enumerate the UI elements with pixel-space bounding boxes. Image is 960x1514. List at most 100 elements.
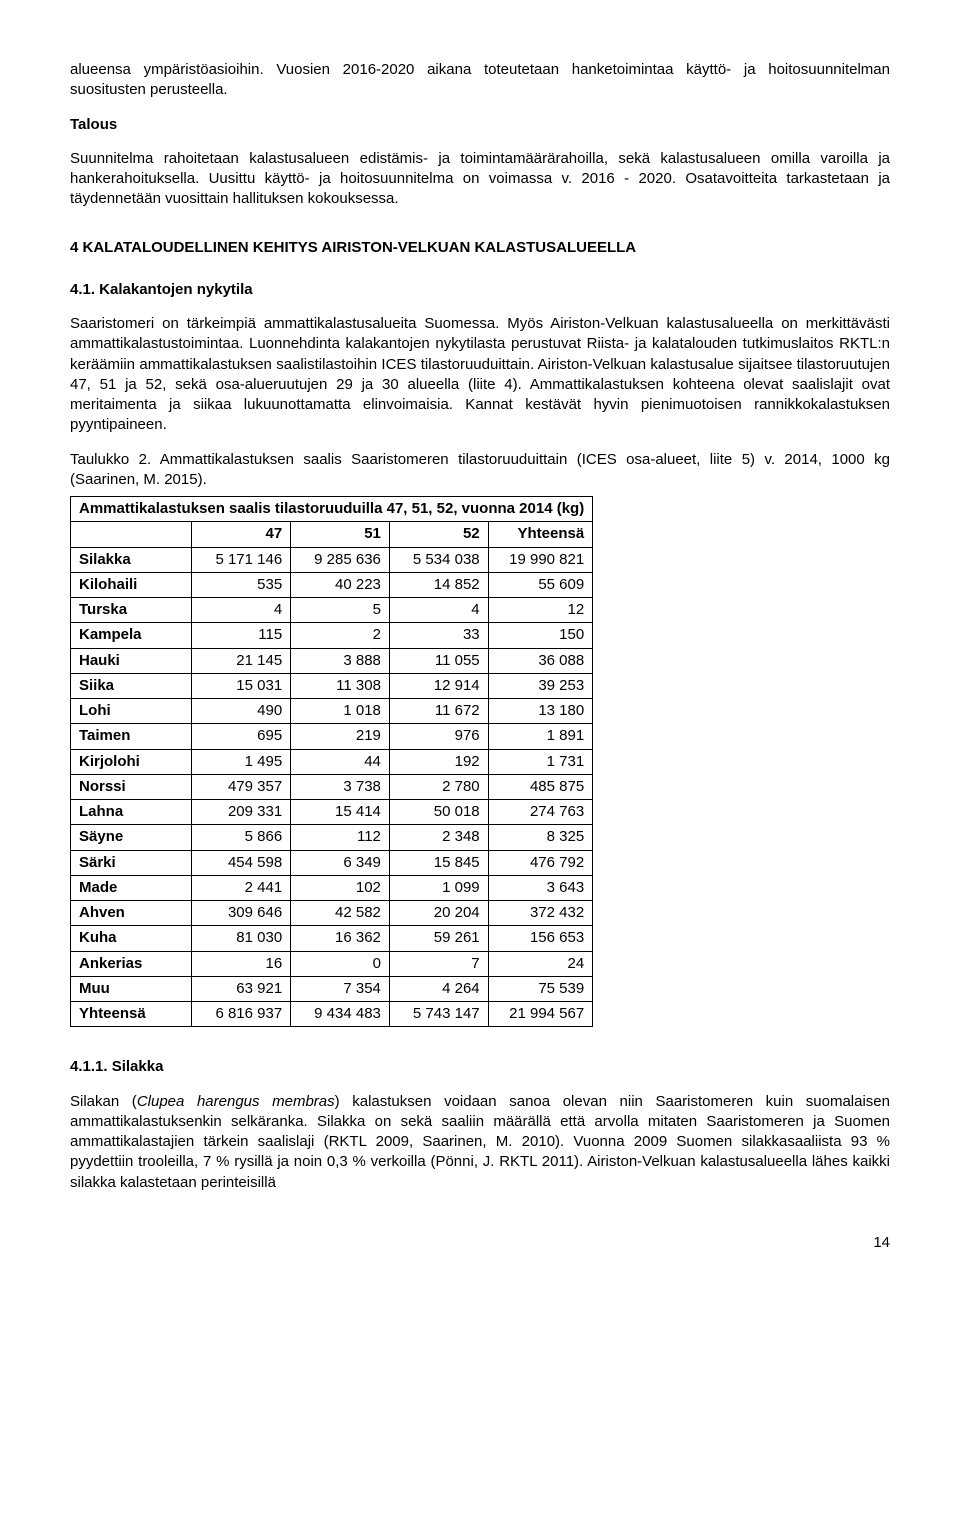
table-cell: 0 (291, 951, 390, 976)
table-cell: 3 643 (488, 875, 593, 900)
table-row-label: Made (71, 875, 192, 900)
table-row-label: Säyne (71, 825, 192, 850)
table-header-row: 47 51 52 Yhteensä (71, 522, 593, 547)
table-cell: 6 816 937 (192, 1002, 291, 1027)
table-row: Turska45412 (71, 598, 593, 623)
table-cell: 2 (291, 623, 390, 648)
table-cell: 5 171 146 (192, 547, 291, 572)
table-cell: 20 204 (389, 901, 488, 926)
table-cell: 490 (192, 699, 291, 724)
table-cell: 21 145 (192, 648, 291, 673)
table-row: Made2 4411021 0993 643 (71, 875, 593, 900)
table-cell: 5 866 (192, 825, 291, 850)
table-row-label: Turska (71, 598, 192, 623)
table-row: Muu63 9217 3544 26475 539 (71, 976, 593, 1001)
table-cell: 75 539 (488, 976, 593, 1001)
table-cell: 9 434 483 (291, 1002, 390, 1027)
paragraph-table-caption: Taulukko 2. Ammattikalastuksen saalis Sa… (70, 450, 890, 491)
table-cell: 476 792 (488, 850, 593, 875)
paragraph-silakka: Silakan (Clupea harengus membras) kalast… (70, 1092, 890, 1193)
table-cell: 33 (389, 623, 488, 648)
table-cell: 50 018 (389, 800, 488, 825)
table-cell: 11 672 (389, 699, 488, 724)
table-cell: 219 (291, 724, 390, 749)
table-cell: 4 (192, 598, 291, 623)
table-cell: 209 331 (192, 800, 291, 825)
table-row: Lahna209 33115 41450 018274 763 (71, 800, 593, 825)
table-cell: 1 891 (488, 724, 593, 749)
table-row: Norssi479 3573 7382 780485 875 (71, 774, 593, 799)
table-row-label: Kirjolohi (71, 749, 192, 774)
table-cell: 15 414 (291, 800, 390, 825)
paragraph-intro: alueensa ympäristöasioihin. Vuosien 2016… (70, 60, 890, 101)
table-cell: 2 441 (192, 875, 291, 900)
table-cell: 15 031 (192, 673, 291, 698)
table-cell: 36 088 (488, 648, 593, 673)
table-cell: 9 285 636 (291, 547, 390, 572)
table-row: Kirjolohi1 495441921 731 (71, 749, 593, 774)
table-row-label: Ahven (71, 901, 192, 926)
table-row-label: Lohi (71, 699, 192, 724)
table-cell: 59 261 (389, 926, 488, 951)
table-cell: 63 921 (192, 976, 291, 1001)
table-header-51: 51 (291, 522, 390, 547)
table-cell: 15 845 (389, 850, 488, 875)
table-cell: 976 (389, 724, 488, 749)
table-cell: 11 055 (389, 648, 488, 673)
table-cell: 12 (488, 598, 593, 623)
table-cell: 1 495 (192, 749, 291, 774)
table-cell: 112 (291, 825, 390, 850)
table-cell: 24 (488, 951, 593, 976)
table-cell: 2 780 (389, 774, 488, 799)
table-row-label: Kuha (71, 926, 192, 951)
table-cell: 21 994 567 (488, 1002, 593, 1027)
table-cell: 55 609 (488, 572, 593, 597)
table-header-total: Yhteensä (488, 522, 593, 547)
table-cell: 7 354 (291, 976, 390, 1001)
subsection-4-1-1-heading: 4.1.1. Silakka (70, 1057, 890, 1077)
table-header-47: 47 (192, 522, 291, 547)
table-cell: 16 362 (291, 926, 390, 951)
table-cell: 5 (291, 598, 390, 623)
table-cell: 102 (291, 875, 390, 900)
table-cell: 156 653 (488, 926, 593, 951)
subsection-4-1-heading: 4.1. Kalakantojen nykytila (70, 280, 890, 300)
table-cell: 485 875 (488, 774, 593, 799)
table-row: Ankerias160724 (71, 951, 593, 976)
table-cell: 42 582 (291, 901, 390, 926)
table-cell: 81 030 (192, 926, 291, 951)
table-cell: 44 (291, 749, 390, 774)
table-cell: 14 852 (389, 572, 488, 597)
table-cell: 39 253 (488, 673, 593, 698)
table-row: Siika15 03111 30812 91439 253 (71, 673, 593, 698)
table-row-label: Kampela (71, 623, 192, 648)
table-cell: 6 349 (291, 850, 390, 875)
table-row-label: Muu (71, 976, 192, 1001)
table-row-label: Särki (71, 850, 192, 875)
paragraph-4-1-body: Saaristomeri on tärkeimpiä ammattikalast… (70, 314, 890, 436)
table-header-blank (71, 522, 192, 547)
table-cell: 372 432 (488, 901, 593, 926)
table-row: Säyne5 8661122 3488 325 (71, 825, 593, 850)
table-cell: 7 (389, 951, 488, 976)
table-cell: 13 180 (488, 699, 593, 724)
table-row-label: Hauki (71, 648, 192, 673)
table-cell: 12 914 (389, 673, 488, 698)
table-cell: 695 (192, 724, 291, 749)
table-cell: 1 099 (389, 875, 488, 900)
table-cell: 1 018 (291, 699, 390, 724)
table-row-label: Siika (71, 673, 192, 698)
table-row-label: Kilohaili (71, 572, 192, 597)
table-cell: 19 990 821 (488, 547, 593, 572)
silakka-latin-name: Clupea harengus membras (137, 1093, 335, 1110)
page-number: 14 (70, 1233, 890, 1253)
table-row: Kilohaili53540 22314 85255 609 (71, 572, 593, 597)
table-row: Yhteensä6 816 9379 434 4835 743 14721 99… (71, 1002, 593, 1027)
table-cell: 4 264 (389, 976, 488, 1001)
section-4-heading: 4 KALATALOUDELLINEN KEHITYS AIRISTON-VEL… (70, 238, 890, 258)
table-title-row: Ammattikalastuksen saalis tilastoruuduil… (71, 497, 593, 522)
table-cell: 150 (488, 623, 593, 648)
table-row-label: Ankerias (71, 951, 192, 976)
table-cell: 5 534 038 (389, 547, 488, 572)
table-row: Kampela115233150 (71, 623, 593, 648)
